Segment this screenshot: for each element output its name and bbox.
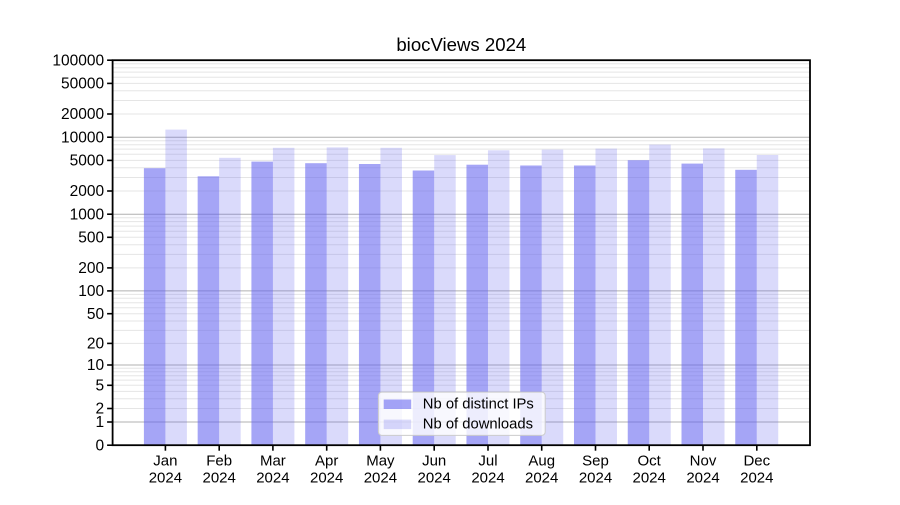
svg-text:50: 50 [87,306,105,323]
svg-text:Oct: Oct [638,453,662,470]
svg-text:20: 20 [87,336,105,353]
svg-text:Nov: Nov [690,453,717,470]
svg-text:100: 100 [78,283,104,300]
svg-text:0: 0 [95,437,104,454]
svg-text:2024: 2024 [633,470,666,487]
svg-text:2024: 2024 [471,470,504,487]
svg-text:2024: 2024 [310,470,343,487]
svg-text:2024: 2024 [686,470,719,487]
svg-text:2: 2 [95,401,104,418]
svg-text:biocViews 2024: biocViews 2024 [396,34,526,55]
svg-text:20000: 20000 [61,106,104,123]
svg-text:200: 200 [78,260,104,277]
svg-text:Sep: Sep [582,453,609,470]
svg-text:1000: 1000 [70,206,105,223]
svg-text:Mar: Mar [260,453,286,470]
svg-text:Nb of distinct IPs: Nb of distinct IPs [423,397,534,413]
svg-text:5: 5 [95,378,104,395]
svg-text:10000: 10000 [61,129,104,146]
svg-text:2000: 2000 [70,183,105,200]
svg-text:May: May [366,453,395,470]
svg-text:Aug: Aug [528,453,555,470]
svg-text:100000: 100000 [52,52,104,69]
svg-text:2024: 2024 [149,470,182,487]
svg-text:5000: 5000 [70,153,105,170]
svg-text:10: 10 [87,357,105,374]
svg-text:Nb of downloads: Nb of downloads [423,417,533,433]
svg-text:2024: 2024 [203,470,236,487]
svg-text:2024: 2024 [256,470,289,487]
svg-text:2024: 2024 [418,470,451,487]
svg-text:50000: 50000 [61,76,104,93]
svg-text:2024: 2024 [579,470,612,487]
svg-text:Jul: Jul [478,453,497,470]
svg-text:2024: 2024 [525,470,558,487]
svg-text:Apr: Apr [315,453,338,470]
svg-text:Jun: Jun [422,453,446,470]
svg-text:2024: 2024 [364,470,397,487]
svg-text:1: 1 [95,414,104,431]
svg-text:Dec: Dec [743,453,770,470]
svg-text:500: 500 [78,230,104,247]
svg-text:2024: 2024 [740,470,773,487]
svg-text:Jan: Jan [153,453,177,470]
svg-text:Feb: Feb [206,453,232,470]
